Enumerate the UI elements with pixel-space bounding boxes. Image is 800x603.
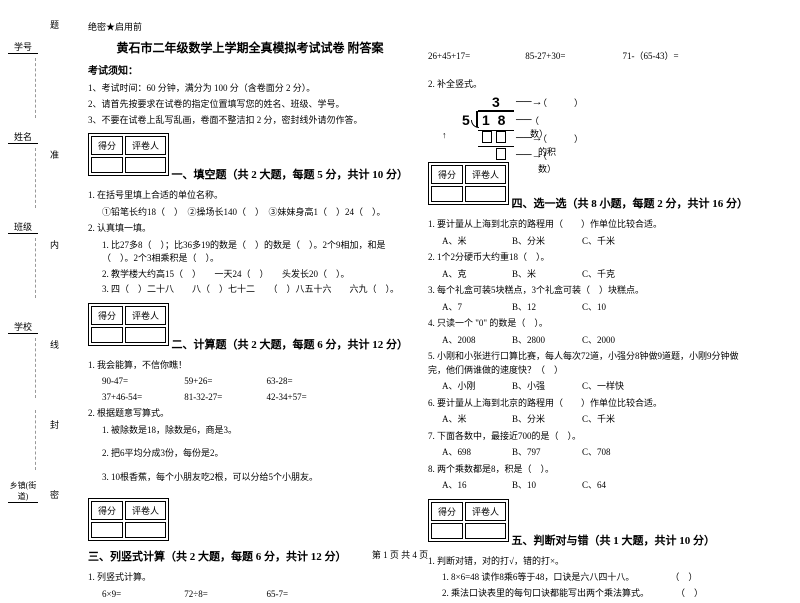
- s4-q4o: A、2008B、2800C、2000: [442, 334, 752, 348]
- s4-q3: 3. 每个礼盒可装5块糕点，3个礼盒可装（ ）块糕点。: [428, 284, 752, 298]
- dash-1: [35, 58, 36, 118]
- arr-2: ↑: [442, 130, 447, 140]
- s2-q2a: 1. 被除数是18，除数是6，商是3。: [102, 424, 412, 438]
- s3-row1: 6×9= 72÷8= 65-7=: [102, 588, 412, 602]
- s1-q2b: 2. 教学楼大约高15（ ） 一天24（ ） 头发长20（ ）。: [102, 268, 412, 282]
- score-box-5: 得分 评卷人: [428, 499, 509, 542]
- sidebar-field-school: 学校: [8, 320, 38, 334]
- s4-q3o: A、7B、12C、10: [442, 301, 752, 315]
- notice-heading: 考试须知：: [88, 62, 412, 77]
- sidebar-topword: 题: [48, 20, 61, 29]
- section-1-heading: 一、填空题（共 2 大题，每题 5 分，共计 10 分）: [172, 166, 409, 182]
- s4-q8: 8. 两个乘数都是8，积是（ ）。: [428, 463, 752, 477]
- s4-q7o: A、698B、797C、708: [442, 446, 752, 460]
- s4-q8o: A、16B、10C、64: [442, 479, 752, 493]
- s4-q7: 7. 下面各数中，最接近700的是（ ）。: [428, 430, 752, 444]
- score-box-3: 得分 评卷人: [88, 498, 169, 541]
- div-line3: [478, 146, 514, 147]
- s4-q6o: A、米B、分米C、千米: [442, 413, 752, 427]
- page-content: 绝密★启用前 黄石市二年级数学上学期全真模拟考试试卷 附答案 考试须知： 1、考…: [80, 20, 780, 603]
- dash-2: [35, 148, 36, 208]
- s5-q1b: 2. 乘法口诀表里的每句口诀都能写出两个乘法算式。 （ ）: [442, 587, 752, 601]
- s2-q1: 1. 我会能算，不信你瞧！: [88, 359, 412, 373]
- sidebar-field-town: 乡镇(街道): [8, 480, 38, 503]
- s1-q1: 1. 在括号里填上合适的单位名称。: [88, 189, 412, 203]
- score-c2: 评卷人: [125, 136, 166, 155]
- s4-q4: 4. 只读一个 "0" 的数是（ ）。: [428, 317, 752, 331]
- binding-sidebar: 题 学号 姓名 准 班级 内 学校 线 封 乡镇(街道) 密: [0, 0, 70, 540]
- div-curve: [471, 120, 479, 128]
- s1-q2a: 1. 比27多8（ ）；比36多19的数是（ ）的数是（ ）。2个9相加，和是（…: [102, 239, 412, 266]
- score-box-2: 得分 评卷人: [88, 303, 169, 346]
- s3-q2: 2. 补全竖式。: [428, 78, 752, 92]
- div-box3: [496, 148, 506, 160]
- column-left: 绝密★启用前 黄石市二年级数学上学期全真模拟考试试卷 附答案 考试须知： 1、考…: [80, 20, 420, 603]
- s3-q1: 1. 列竖式计算。: [88, 571, 412, 585]
- seal-5: 密: [48, 490, 61, 499]
- s4-q5: 5. 小刚和小张进行口算比赛，每人每次72道，小强分8钟做9道题，小刚9分钟做完…: [428, 350, 752, 377]
- div-dividend: 1 8: [482, 112, 507, 128]
- secret-label: 绝密★启用前: [88, 20, 412, 33]
- notice-1: 1、考试时间：60 分钟，满分为 100 分（含卷面分 2 分）。: [88, 81, 412, 94]
- s3-row2: 26+45+17= 85-27+30= 71-（65-43）=: [428, 50, 752, 64]
- s2-row1: 90-47= 59+26= 63-28=: [102, 375, 412, 389]
- notice-3: 3、不要在试卷上乱写乱画，卷面不整洁扣 2 分，密封线外请勿作答。: [88, 113, 412, 126]
- page-footer: 第 1 页 共 4 页: [0, 548, 800, 561]
- long-division-diagram: 3 5 1 8 ──→ （ ） ↑ ── （ 数） ──→ （ ）的积 ──→ …: [438, 94, 578, 156]
- s5-q1a: 1. 8×6=48 读作8乘6等于48，口诀是六八四十八。 （ ）: [442, 571, 752, 585]
- exam-title: 黄石市二年级数学上学期全真模拟考试试卷 附答案: [88, 39, 412, 56]
- seal-2: 内: [48, 240, 61, 249]
- dash-4: [35, 338, 36, 398]
- sidebar-field-name: 姓名: [8, 130, 38, 144]
- seal-1: 准: [48, 150, 61, 159]
- s1-q2c: 3. 四（ ）二十八 八（ ）七十二 （ ）八五十六 六九（ ）。: [102, 283, 412, 297]
- s1-q2: 2. 认真填一填。: [88, 222, 412, 236]
- s1-q1a: ①铅笔长约18（ ） ②操场长140（ ） ③妹妹身高1（ ）24（ ）。: [102, 206, 412, 220]
- notice-2: 2、请首先按要求在试卷的指定位置填写您的姓名、班级、学号。: [88, 97, 412, 110]
- score-box-4: 得分 评卷人: [428, 162, 509, 205]
- s2-q2: 2. 根据题意写算式。: [88, 407, 412, 421]
- section-5-heading: 五、判断对与错（共 1 大题，共计 10 分）: [512, 532, 716, 548]
- score-c1: 得分: [91, 136, 123, 155]
- s4-q2o: A、克B、米C、千克: [442, 268, 752, 282]
- div-b1: （ ）: [538, 96, 583, 109]
- s4-q2: 2. 1个2分硬币大约重18（ ）。: [428, 251, 752, 265]
- sidebar-field-id: 学号: [8, 40, 38, 54]
- seal-4: 封: [48, 420, 61, 429]
- score-box-1: 得分 评卷人: [88, 133, 169, 176]
- s2-row2: 37+46-54= 81-32-27= 42-34+57=: [102, 391, 412, 405]
- s2-q2c: 3. 10根香蕉，每个小朋友吃2根，可以分给5个小朋友。: [102, 471, 412, 485]
- s2-q2b: 2. 把6平均分成3份，每份是2。: [102, 447, 412, 461]
- dash-5: [35, 410, 36, 470]
- dash-3: [35, 238, 36, 298]
- div-b4: （ 数）: [538, 149, 578, 175]
- section-2-heading: 二、计算题（共 2 大题，每题 6 分，共计 12 分）: [172, 336, 409, 352]
- sidebar-field-class: 班级: [8, 220, 38, 234]
- div-quotient: 3: [492, 94, 500, 110]
- s4-q6: 6. 要计量从上海到北京的路程用（ ）作单位比较合适。: [428, 397, 752, 411]
- div-divisor: 5: [462, 112, 470, 128]
- column-right: 26+45+17= 85-27+30= 71-（65-43）= 2. 补全竖式。…: [420, 20, 760, 603]
- s4-q1: 1. 要计量从上海到北京的路程用（ ）作单位比较合适。: [428, 218, 752, 232]
- section-4-heading: 四、选一选（共 8 小题，每题 2 分，共计 16 分）: [512, 195, 749, 211]
- s4-q1o: A、米B、分米C、千米: [442, 235, 752, 249]
- div-box1: [482, 131, 492, 143]
- div-box2: [496, 131, 506, 143]
- seal-3: 线: [48, 340, 61, 349]
- s4-q5o: A、小刚B、小强C、一样快: [442, 380, 752, 394]
